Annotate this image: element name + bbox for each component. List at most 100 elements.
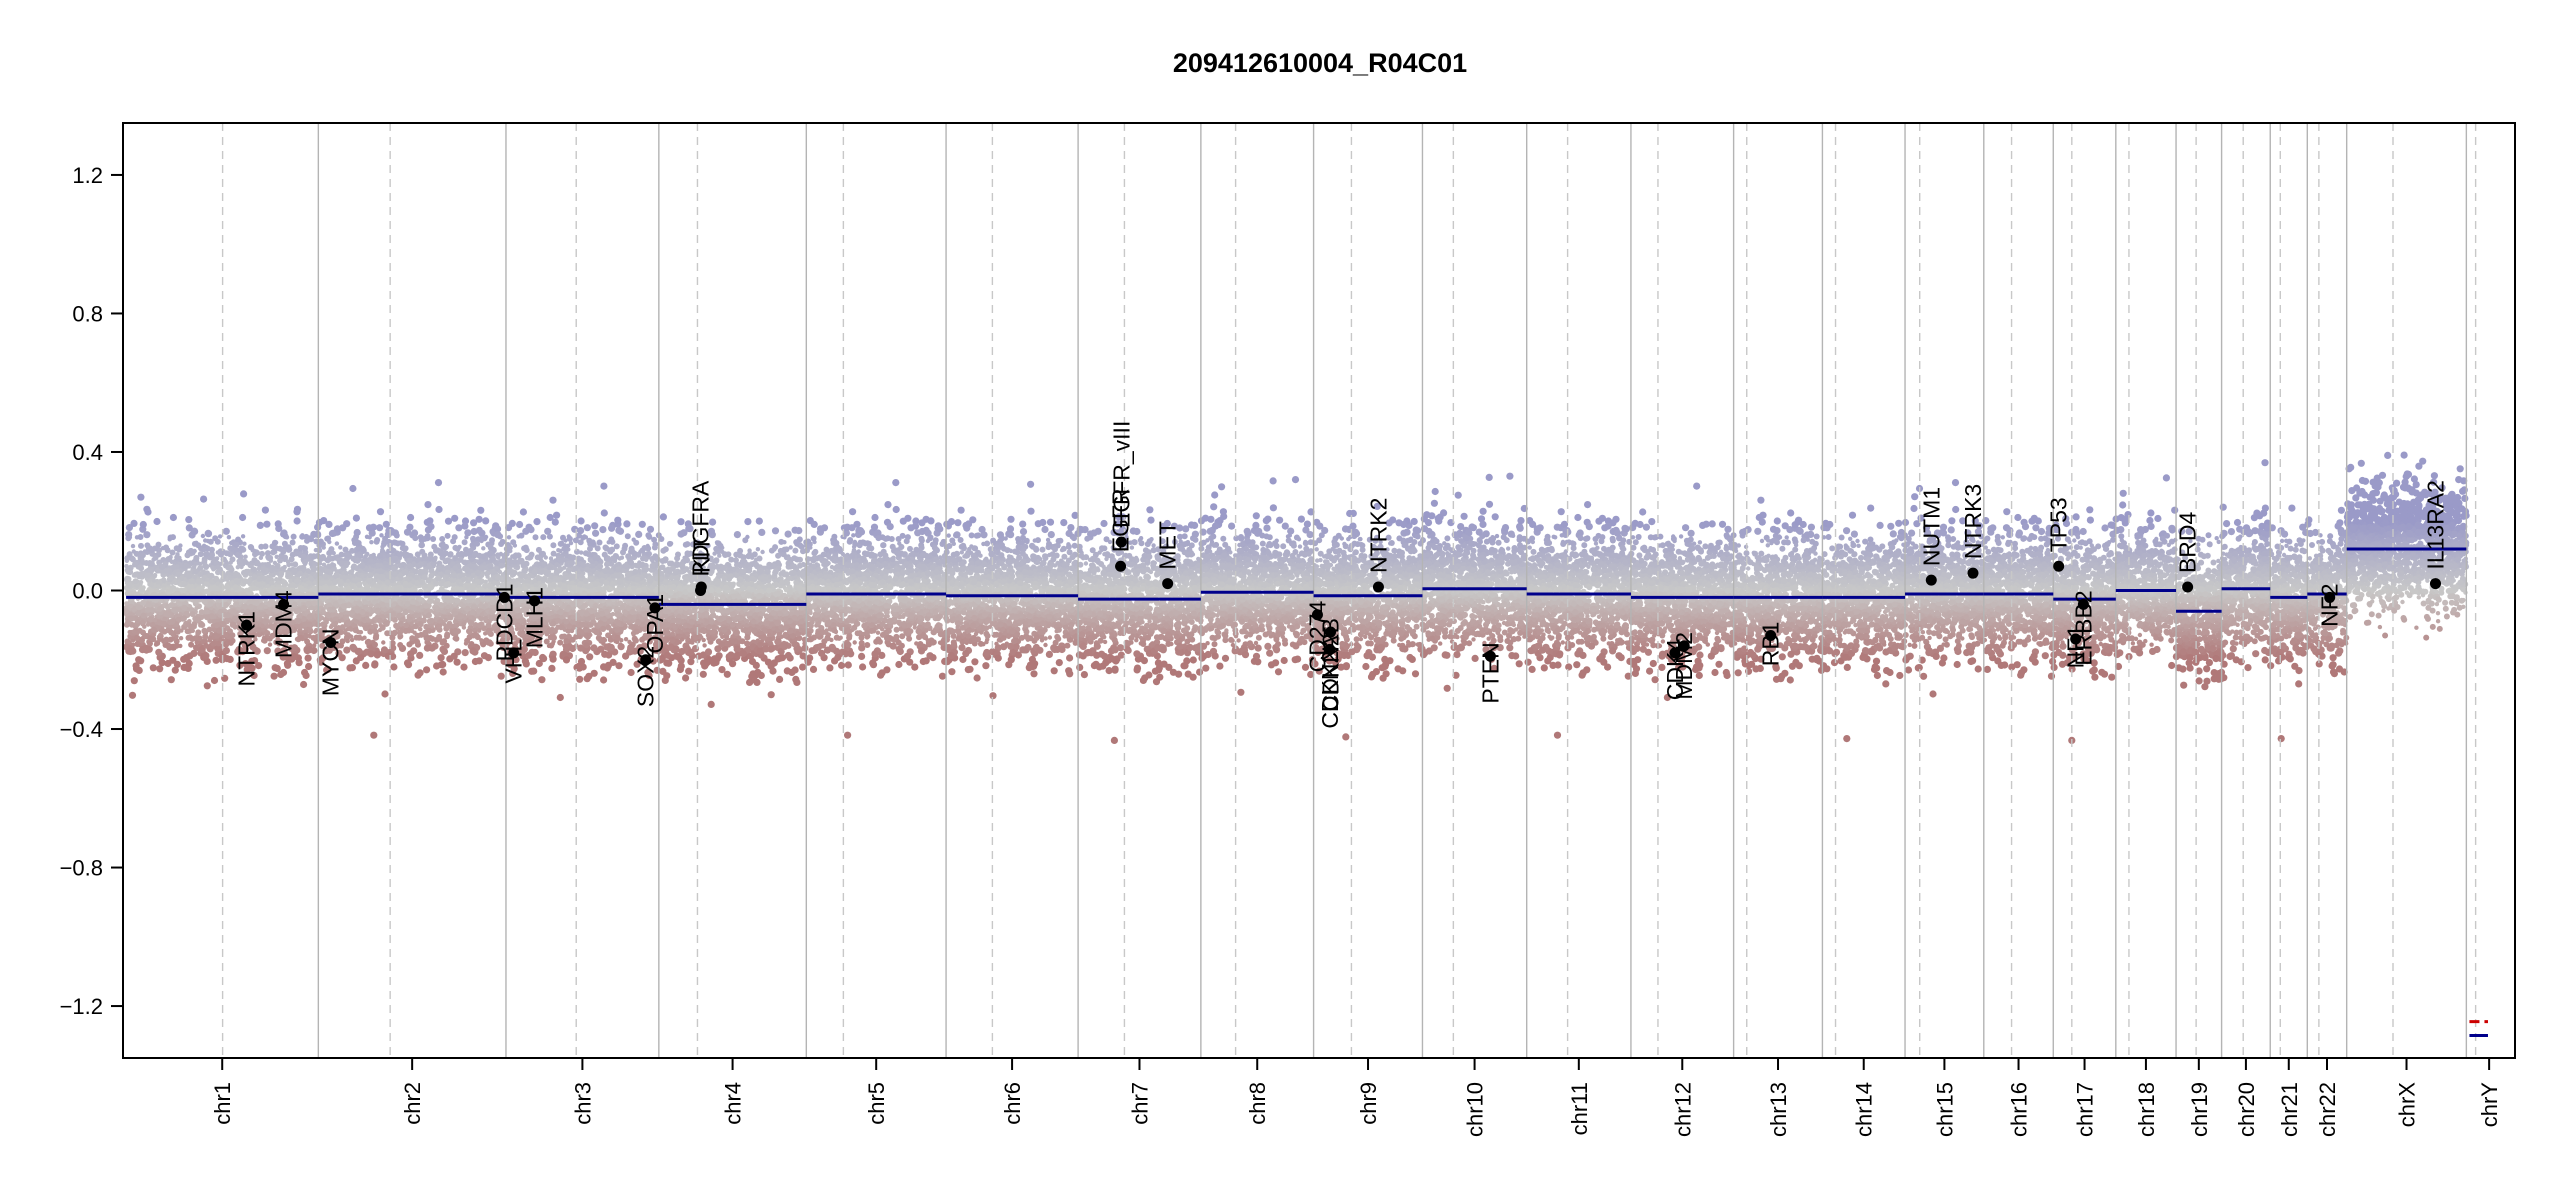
probe-point bbox=[203, 643, 209, 649]
probe-point bbox=[202, 652, 209, 659]
probe-point bbox=[463, 551, 467, 555]
probe-point bbox=[446, 605, 450, 609]
probe-point bbox=[379, 575, 385, 581]
probe-point bbox=[153, 555, 159, 561]
probe-point bbox=[139, 638, 145, 644]
probe-point bbox=[301, 669, 308, 676]
probe-point bbox=[132, 562, 138, 568]
probe-point bbox=[218, 534, 222, 538]
probe-point bbox=[191, 528, 198, 535]
probe-point bbox=[327, 607, 333, 613]
probe-point bbox=[384, 580, 390, 586]
probe-point bbox=[369, 540, 373, 544]
probe-point bbox=[358, 554, 362, 558]
probe-point bbox=[384, 587, 388, 591]
probe-point bbox=[488, 564, 494, 570]
probe-point bbox=[281, 529, 288, 536]
probe-point bbox=[334, 621, 338, 625]
probe-point bbox=[346, 620, 352, 626]
probe-point bbox=[353, 515, 360, 522]
probe-point bbox=[388, 548, 394, 554]
probe-point bbox=[381, 640, 385, 644]
probe-point bbox=[406, 641, 412, 647]
probe-point bbox=[142, 625, 146, 629]
probe-point bbox=[320, 580, 324, 584]
probe-point bbox=[445, 518, 452, 525]
probe-point bbox=[257, 522, 264, 529]
probe-point bbox=[358, 602, 362, 606]
probe-point bbox=[438, 550, 444, 556]
probe-point bbox=[322, 563, 326, 567]
probe-point bbox=[430, 536, 436, 542]
probe-point bbox=[192, 541, 198, 547]
probe-point bbox=[311, 635, 317, 641]
probe-point bbox=[211, 677, 218, 684]
probe-point bbox=[159, 564, 165, 570]
probe-point bbox=[255, 561, 261, 567]
probe-point bbox=[333, 601, 339, 607]
probe-point bbox=[240, 490, 247, 497]
probe-point bbox=[418, 621, 424, 627]
probe-point bbox=[424, 635, 430, 641]
probe-point bbox=[419, 542, 425, 548]
probe-point bbox=[374, 651, 381, 658]
probe-point bbox=[325, 612, 331, 618]
probe-point bbox=[478, 604, 482, 608]
probe-point bbox=[311, 568, 315, 572]
probe-point bbox=[236, 579, 240, 583]
probe-point bbox=[370, 620, 374, 624]
probe-point bbox=[167, 588, 173, 594]
probe-point bbox=[354, 620, 358, 624]
probe-point bbox=[181, 581, 187, 587]
probe-point bbox=[260, 575, 264, 579]
probe-point bbox=[339, 612, 343, 616]
probe-point bbox=[267, 555, 273, 561]
probe-point bbox=[414, 612, 420, 618]
probe-point bbox=[139, 552, 145, 558]
probe-point bbox=[193, 575, 197, 579]
probe-point bbox=[262, 618, 268, 624]
probe-point bbox=[135, 656, 142, 663]
probe-point bbox=[260, 567, 266, 573]
probe-point bbox=[181, 615, 187, 621]
probe-point bbox=[463, 576, 467, 580]
probe-point bbox=[223, 647, 230, 654]
probe-point bbox=[272, 664, 279, 671]
probe-point bbox=[263, 521, 270, 528]
probe-point bbox=[479, 638, 483, 642]
probe-point bbox=[467, 550, 473, 556]
probe-point bbox=[494, 531, 501, 538]
probe-point bbox=[127, 551, 133, 557]
probe-point bbox=[436, 634, 442, 640]
probe-point bbox=[415, 580, 419, 584]
probe-point bbox=[130, 520, 137, 527]
probe-point bbox=[455, 628, 461, 634]
probe-point bbox=[371, 660, 378, 667]
probe-point bbox=[238, 545, 244, 551]
probe-point bbox=[237, 574, 241, 578]
probe-point bbox=[148, 616, 154, 622]
probe-point bbox=[185, 628, 191, 634]
probe-point bbox=[325, 620, 329, 624]
probe-point bbox=[438, 654, 445, 661]
probe-point bbox=[439, 586, 445, 592]
probe-point bbox=[276, 580, 280, 584]
probe-point bbox=[305, 663, 312, 670]
probe-point bbox=[386, 614, 390, 618]
probe-point bbox=[492, 548, 496, 552]
probe-point bbox=[206, 539, 210, 543]
probe-point bbox=[246, 589, 252, 595]
probe-point bbox=[169, 619, 175, 625]
probe-point bbox=[415, 672, 422, 679]
probe-point bbox=[429, 645, 436, 652]
probe-point bbox=[423, 666, 430, 673]
probe-point bbox=[477, 553, 483, 559]
probe-point bbox=[425, 533, 431, 539]
probe-point bbox=[209, 547, 215, 553]
probe-point bbox=[344, 635, 348, 639]
probe-point bbox=[305, 655, 312, 662]
probe-point bbox=[157, 606, 163, 612]
probe-point bbox=[364, 585, 368, 589]
probe-point bbox=[145, 572, 151, 578]
probe-point bbox=[129, 604, 133, 608]
